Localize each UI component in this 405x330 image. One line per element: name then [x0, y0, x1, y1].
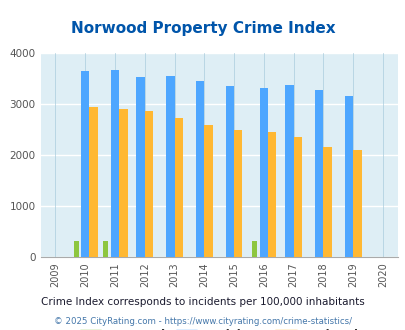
- Bar: [89, 107, 98, 257]
- Bar: [119, 109, 127, 257]
- Bar: [252, 241, 257, 257]
- Bar: [259, 88, 267, 257]
- Bar: [204, 125, 212, 257]
- Text: Crime Index corresponds to incidents per 100,000 inhabitants: Crime Index corresponds to incidents per…: [41, 297, 364, 307]
- Bar: [111, 70, 119, 257]
- Bar: [166, 76, 174, 257]
- Bar: [196, 81, 204, 257]
- Bar: [234, 130, 242, 257]
- Legend: Norwood, Louisiana, National: Norwood, Louisiana, National: [75, 325, 362, 330]
- Bar: [293, 137, 301, 257]
- Bar: [323, 147, 331, 257]
- Bar: [267, 132, 276, 257]
- Bar: [145, 111, 153, 257]
- Bar: [174, 118, 183, 257]
- Text: © 2025 CityRating.com - https://www.cityrating.com/crime-statistics/: © 2025 CityRating.com - https://www.city…: [54, 317, 351, 326]
- Bar: [352, 150, 361, 257]
- Bar: [103, 241, 108, 257]
- Bar: [136, 77, 145, 257]
- Bar: [81, 71, 89, 257]
- Bar: [344, 96, 352, 257]
- Bar: [225, 85, 234, 257]
- Text: Norwood Property Crime Index: Norwood Property Crime Index: [70, 21, 335, 36]
- Bar: [285, 84, 293, 257]
- Bar: [314, 90, 323, 257]
- Bar: [73, 241, 79, 257]
